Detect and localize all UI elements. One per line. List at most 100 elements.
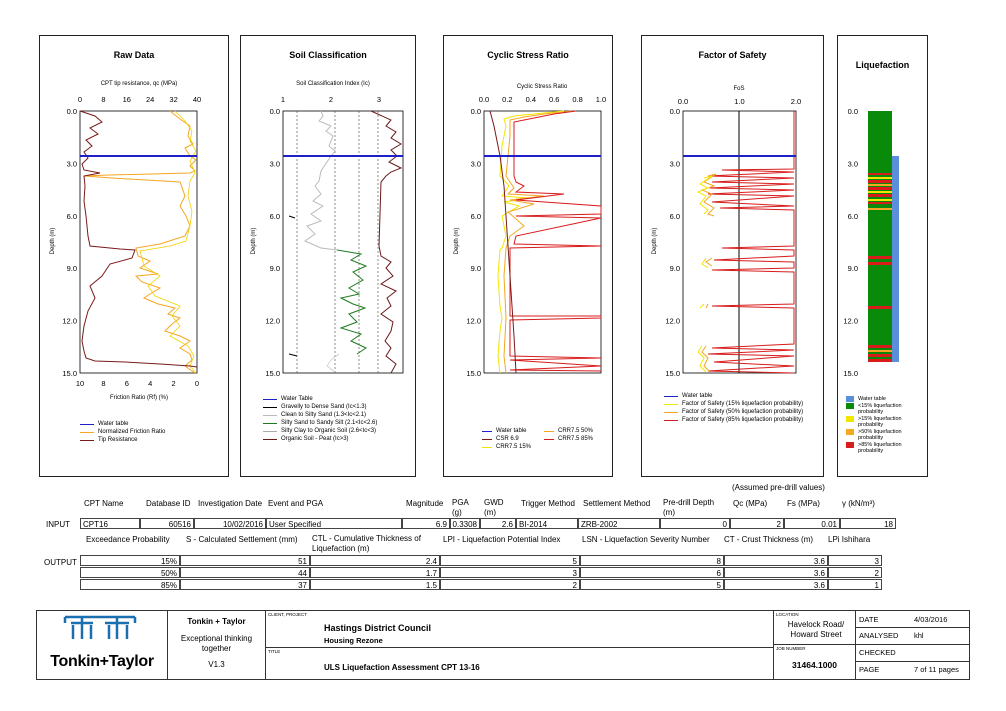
axis-tick-label: 1 [281,95,285,104]
input-label: INPUT [46,520,70,529]
depth-tick-label: 12.0 [665,317,680,326]
hdr-ishihara: LPi Ishihara [828,535,871,544]
legend-item: Water table [664,393,814,400]
gamma-value: 18 [840,518,896,529]
cyclic-stress-ratio-panel: Cyclic Stress Ratio Cyclic Stress Ratio … [443,35,613,477]
depth-tick-label: 3.0 [270,159,280,168]
cpt-name-value: CPT16 [80,518,140,529]
ishihara-value: 1 [828,579,882,590]
settlement-value: ZRB-2002 [578,518,660,529]
hdr-predrill: Pre-drill Depth (m) [663,498,715,517]
legend-item: CRR7.5 50% [544,428,606,435]
fos-50-curve [700,173,717,373]
settlement-value: 44 [180,567,310,578]
soil-legend: Water Table Gravelly to Dense Sand (Ic<1… [263,396,403,444]
magnitude-value: 6.9 [402,518,450,529]
output-label: OUTPUT [44,558,77,567]
hdr-trigger: Trigger Method [521,499,575,508]
hdr-database-id: Database ID [146,499,191,508]
axis-tick-label: 0.2 [502,95,512,104]
depth-tick-label: 0.0 [848,107,858,116]
legend-item: Water table [80,421,220,428]
depth-label: Depth (m) [454,228,460,255]
ctl-value: 1.7 [310,567,440,578]
depth-tick-label: 0.0 [67,107,77,116]
ct-value: 3.6 [724,579,828,590]
legend-item: Silty Sand to Sandy Silt (2.1<Ic<2.6) [263,420,403,427]
exceedance-value: 50% [80,567,180,578]
hdr-ct: CT - Crust Thickness (m) [724,535,814,544]
legend-item: Normalized Friction Ratio [80,429,220,436]
hdr-qc: Qc (MPa) [733,499,768,508]
axis-tick-label: 16 [123,95,131,104]
legend-item: Water table [482,428,544,435]
panel-title: Cyclic Stress Ratio [487,50,569,60]
client-name: Hastings District Council [324,623,432,633]
depth-tick-label: 6.0 [670,212,680,221]
hdr-lsn: LSN - Liquefaction Severity Number [582,535,710,544]
title-cell: TITLE ULS Liquefaction Assessment CPT 13… [266,648,774,679]
settlement-value: 51 [180,555,310,566]
csr-legend: Water table CSR 6.9 CRR7.5 15% CRR7.5 50… [482,428,607,452]
lpi-value: 5 [440,555,580,566]
raw-data-panel: Raw Data CPT tip resistance, qc (MPa) 0 8… [39,35,229,477]
csr-curve [489,110,517,374]
depth-tick-label: 12.0 [62,317,77,326]
ic-profile-light [326,353,340,373]
hdr-cpt-name: CPT Name [84,499,124,508]
legend-item: Water table [846,396,926,402]
tagline: Exceptional thinking together [180,634,253,653]
friction-ratio-curve [83,110,197,374]
ct-value: 3.6 [724,567,828,578]
depth-tick-label: 15.0 [843,369,858,378]
location-value: Havelock Road/ Howard Street [787,620,845,639]
depth-tick-label: 3.0 [67,159,77,168]
hdr-settlement: Settlement Method [583,499,651,508]
legend-item: CRR7.5 15% [482,444,544,451]
trigger-value: BI-2014 [516,518,578,529]
depth-tick-label: 6.0 [67,212,77,221]
liquefaction-panel: Liquefaction 0.0 3.0 6.0 9.0 12.0 15.0 Water … [837,35,928,477]
depth-tick-label: 3.0 [471,159,481,168]
job-cell: JOB NUMBER 31464.1000 [774,645,856,679]
depth-tick-label: 15.0 [665,369,680,378]
axis-tick-label: 40 [193,95,201,104]
panel-title: Factor of Safety [698,50,767,60]
legend-item: >85% liquefaction probability [846,442,926,454]
legend-item: Organic Soil - Peat (Ic>3) [263,436,403,443]
legend-item: CSR 6.9 [482,436,544,443]
depth-tick-label: 9.0 [471,264,481,273]
client-label: CLIENT, PROJECT [268,612,308,617]
page-value: 7 of 11 pages [914,665,959,674]
axis-tick-label: 0 [195,379,199,388]
crr-85-curve [509,110,602,372]
crr-50-curve [503,110,573,374]
axis-tick-label: 10 [76,379,84,388]
axis-tick-label: 0.0 [479,95,489,104]
hdr-ctl: CTL - Cumulative Thickness of Liquefacti… [312,534,421,553]
depth-tick-label: 3.0 [670,159,680,168]
legend-item: CRR7.5 85% [544,436,606,443]
top-axis-label: CPT tip resistance, qc (MPa) [101,81,178,87]
drawing-title: ULS Liquefaction Assessment CPT 13-16 [324,663,480,672]
hdr-gwd: GWD (m) [484,498,504,517]
legend-item: Factor of Safety (50% liquefaction proba… [664,409,814,416]
depth-tick-label: 12.0 [466,317,481,326]
liquefaction-chart: 0.0 3.0 6.0 9.0 12.0 15.0 [843,107,899,378]
axis-tick-label: 4 [148,379,152,388]
hdr-settlement-mm: S - Calculated Settlement (mm) [186,535,298,544]
ic-profile-green [336,249,368,355]
depth-tick-label: 15.0 [62,369,77,378]
company-block: Tonkin + Taylor Exceptional thinking tog… [168,611,266,679]
depth-label: Depth (m) [652,228,658,255]
tip-resistance-curve [79,110,198,368]
lsn-value: 6 [580,567,724,578]
axis-tick-label: 0.4 [526,95,536,104]
axis-tick-label: 1.0 [596,95,606,104]
depth-tick-label: 0.0 [270,107,280,116]
top-axis-label: Cyclic Stress Ratio [517,84,568,90]
checked-label: CHECKED [859,648,896,657]
normalized-friction-curve [139,110,197,374]
axis-tick-label: 0.6 [549,95,559,104]
event-value: User Specified [266,518,402,529]
